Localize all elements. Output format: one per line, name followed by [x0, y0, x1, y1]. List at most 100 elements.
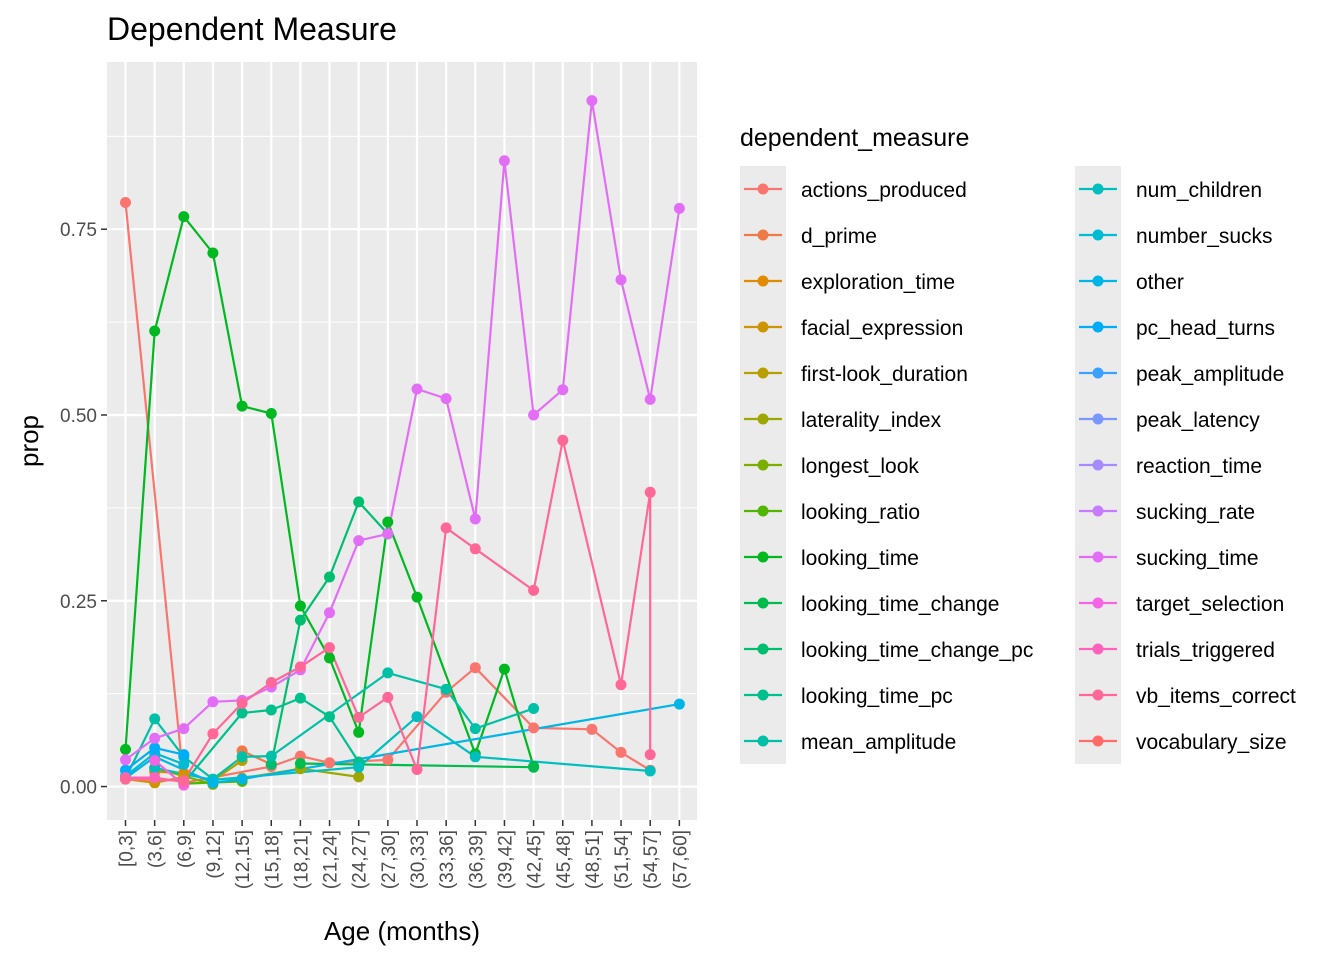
- legend-key-actions_produced: [740, 166, 786, 212]
- data-point-looking_time: [265, 408, 277, 419]
- legend-key-vb_items_correct: [1075, 672, 1121, 718]
- legend-key-looking_time_change_pc: [740, 626, 786, 672]
- data-point-sucking_time: [207, 696, 219, 708]
- data-point-looking_time_change: [528, 761, 540, 773]
- data-point-sucking_time: [440, 393, 452, 405]
- x-tick-label: (33,36]: [437, 830, 458, 889]
- legend-title: dependent_measure: [740, 124, 969, 152]
- legend-label: actions_produced: [801, 179, 967, 202]
- legend-key-num_children: [1075, 166, 1121, 212]
- x-tick-label: (54,57]: [641, 830, 662, 889]
- legend-key-looking_time_pc: [740, 672, 786, 718]
- data-point-vb_items_correct: [120, 773, 131, 785]
- data-point-looking_time: [498, 663, 510, 675]
- legend-key-looking_ratio: [740, 488, 786, 534]
- data-point-mean_amplitude: [528, 703, 540, 714]
- x-tick-label: (15,18]: [262, 830, 283, 889]
- data-point-mean_amplitude: [265, 750, 277, 762]
- data-point-actions_produced: [324, 757, 335, 769]
- data-point-looking_time: [236, 400, 248, 412]
- legend-key-sucking_time: [1075, 534, 1121, 580]
- data-point-vb_items_correct: [615, 679, 627, 691]
- data-point-actions_produced: [120, 197, 131, 208]
- legend-label: looking_ratio: [801, 501, 920, 524]
- data-point-looking_time_change_pc: [265, 758, 277, 770]
- legend-key-facial_expression: [740, 304, 786, 350]
- data-point-vb_items_correct: [557, 434, 569, 446]
- legend-label: number_sucks: [1136, 225, 1273, 248]
- data-point-vb_items_correct: [469, 543, 481, 555]
- data-point-sucking_time: [469, 513, 481, 525]
- data-point-vb_items_correct: [178, 775, 190, 787]
- y-tick-label: 0.75: [60, 220, 97, 241]
- data-point-actions_produced: [615, 746, 627, 758]
- data-point-mean_amplitude: [382, 667, 394, 679]
- legend-key-trials_triggered: [1075, 626, 1121, 672]
- data-point-sucking_time: [411, 383, 423, 395]
- data-point-sucking_time: [586, 95, 598, 107]
- legend-key-peak_latency: [1075, 396, 1121, 442]
- series-line-mean_amplitude: [124, 671, 534, 781]
- data-point-sucking_time: [673, 202, 685, 214]
- y-tick-label: 0.50: [60, 406, 97, 427]
- grid-major: [107, 62, 697, 820]
- data-point-target_selection: [149, 755, 161, 766]
- series-line-actions_produced: [124, 202, 651, 784]
- series-line-looking_time: [124, 215, 535, 767]
- data-point-sucking_time: [615, 274, 627, 286]
- data-point-looking_time: [149, 325, 161, 337]
- data-point-vb_items_correct: [382, 691, 394, 703]
- data-point-looking_time_change_pc: [353, 496, 365, 508]
- x-tick-label: (9,12]: [204, 830, 225, 879]
- data-point-pc_head_turns: [149, 742, 161, 754]
- legend-label: trials_triggered: [1136, 639, 1275, 662]
- data-point-num_children: [644, 765, 656, 777]
- legend-label: other: [1136, 271, 1184, 294]
- data-point-sucking_time: [120, 754, 131, 766]
- data-point-looking_time: [324, 652, 335, 664]
- legend-label: looking_time_pc: [801, 685, 953, 708]
- legend-key-pc_head_turns: [1075, 304, 1121, 350]
- legend-label: first-look_duration: [801, 363, 968, 386]
- data-point-looking_time: [382, 516, 394, 528]
- data-point-sucking_time: [149, 732, 161, 744]
- x-tick-label: (57,60]: [670, 830, 691, 889]
- data-point-sucking_time: [382, 528, 394, 540]
- data-point-vb_items_correct: [207, 728, 219, 740]
- data-point-vb_items_correct: [440, 522, 452, 534]
- legend-label: num_children: [1136, 179, 1262, 202]
- legend-label: pc_head_turns: [1136, 317, 1275, 340]
- data-point-other: [236, 773, 248, 785]
- data-point-looking_time: [294, 600, 306, 612]
- data-point-laterality_index: [353, 771, 365, 783]
- data-point-looking_time_change_pc: [294, 614, 306, 626]
- data-point-looking_time_pc: [324, 711, 335, 723]
- x-tick-label: [0,3]: [117, 830, 138, 867]
- data-point-vb_items_correct: [528, 584, 540, 596]
- data-point-sucking_time: [324, 607, 335, 619]
- data-point-actions_produced: [382, 754, 394, 766]
- data-point-looking_time: [411, 591, 423, 603]
- legend-key-peak_amplitude: [1075, 350, 1121, 396]
- legend-label: exploration_time: [801, 271, 955, 294]
- x-axis-title: Age (months): [324, 916, 480, 946]
- x-tick-label: (45,48]: [554, 830, 575, 889]
- x-tick-label: (51,54]: [612, 830, 633, 889]
- legend: actions_produced d_prime exploration_timef…: [740, 166, 1296, 764]
- data-point-looking_time: [207, 247, 219, 259]
- legend-label: looking_time: [801, 547, 919, 570]
- legend-label: d_prime: [801, 225, 877, 248]
- legend-key-looking_time_change: [740, 580, 786, 626]
- data-point-trials_triggered: [149, 772, 161, 784]
- data-point-looking_time: [353, 726, 365, 738]
- data-point-vb_items_correct: [265, 677, 277, 688]
- legend-label: peak_amplitude: [1136, 363, 1284, 386]
- legend-label: reaction_time: [1136, 455, 1262, 478]
- data-point-other: [673, 698, 685, 710]
- data-point-actions_produced: [586, 723, 598, 735]
- data-point-looking_time_pc: [236, 707, 248, 719]
- legend-label: sucking_rate: [1136, 501, 1255, 524]
- data-point-sucking_time: [178, 723, 190, 735]
- x-tick-label: (48,51]: [583, 830, 604, 889]
- legend-label: longest_look: [801, 455, 919, 478]
